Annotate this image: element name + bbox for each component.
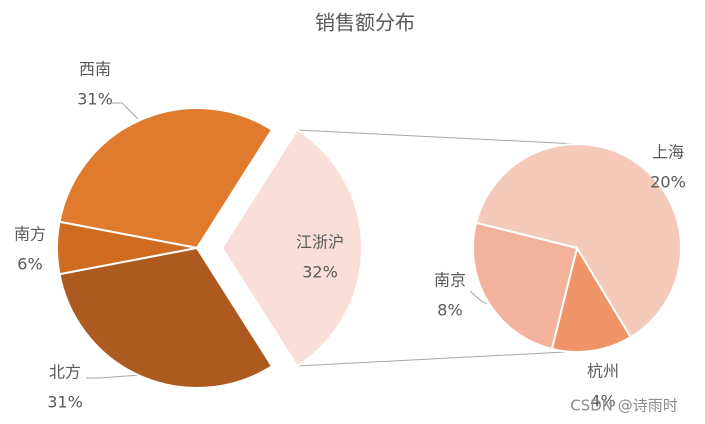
connector-line (296, 351, 566, 367)
slice-value-label: 32% (302, 263, 338, 282)
leader-line (112, 102, 139, 120)
slice-label: 西南 (79, 60, 111, 79)
watermark: CSDN @诗雨时 (570, 397, 678, 415)
slice-value-label: 31% (47, 393, 83, 412)
pie-slice (58, 107, 274, 250)
slice-value-label: 6% (17, 255, 42, 274)
sub-slice-value-label: 20% (650, 173, 686, 192)
slice-label: 北方 (49, 363, 81, 382)
pie-slice (58, 246, 274, 389)
pie-slice (220, 128, 363, 368)
slice-label: 江浙沪 (296, 233, 344, 252)
sub-slice-value-label: 8% (437, 301, 462, 320)
leader-line (469, 290, 488, 305)
sub-slice-value-label: 4% (590, 392, 615, 411)
slice-value-label: 31% (77, 90, 113, 109)
leader-line (86, 374, 141, 379)
sub-slice-label: 杭州 (587, 362, 619, 381)
slice-label: 南方 (14, 225, 46, 244)
labels: 西南 31% 南方 6% 北方 31% 江浙沪 32% 上海 20% 杭州 4% 南京 8% (14, 60, 686, 412)
sub-pie-slice (472, 221, 579, 351)
sub-pie-slice (474, 143, 682, 339)
sub-slice-label: 上海 (652, 143, 684, 162)
slices (56, 107, 682, 389)
chart-title: 销售额分布 (315, 11, 415, 35)
sub-slice-label: 南京 (434, 271, 466, 290)
connector-line (296, 129, 578, 145)
